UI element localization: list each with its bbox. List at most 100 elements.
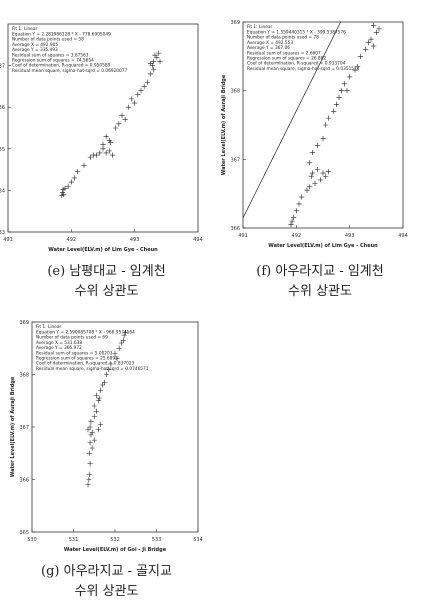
data-point: [91, 413, 97, 420]
data-point: [147, 60, 154, 67]
caption-e: (e) 남평대교 - 임계천 수위 상관도: [0, 262, 213, 302]
data-point: [373, 29, 379, 35]
fit-annotation: Residual mean square, sigma-hat-sqrd = 0…: [247, 66, 360, 72]
data-point: [296, 201, 302, 207]
data-point: [357, 53, 363, 59]
caption-f: (f) 아우라지교 - 임계천 수위 상관도: [213, 262, 427, 302]
data-point: [312, 180, 318, 186]
data-point: [122, 117, 128, 123]
data-point: [103, 133, 109, 139]
data-point: [62, 185, 68, 191]
data-point: [320, 170, 326, 176]
x-tick-label: 531: [69, 537, 79, 543]
data-point: [99, 382, 106, 388]
caption-line-2: 수위 상관도: [288, 284, 352, 299]
fit-annotation: Regression sum of squares = 25.6895: [36, 356, 118, 362]
caption-line-2: 수위 상관도: [74, 584, 139, 599]
fit-title: Fit 1: Linear: [247, 24, 273, 30]
data-point: [108, 361, 114, 367]
data-point: [128, 96, 135, 102]
data-point: [95, 427, 101, 433]
plot-frame: [7, 23, 199, 233]
data-point: [289, 218, 295, 224]
fit-annotation: Residual mean square, sigma-hat-sqrd = 0…: [12, 68, 128, 74]
data-point: [339, 88, 345, 94]
fit-title: Fit 1: Linear: [36, 324, 62, 330]
caption-line-2: 수위 상관도: [74, 284, 139, 299]
y-tick-label: 369: [230, 20, 240, 26]
y-tick-label: 336: [0, 105, 5, 111]
data-point: [113, 125, 119, 131]
data-point: [93, 392, 99, 399]
fit-annotation: Number of data points used = 69: [36, 335, 108, 341]
data-point: [89, 429, 95, 435]
chart-panel-f: 491 492 493 494 366 367 368 369 Water Level(ELV.…: [213, 0, 427, 300]
fit-annotation: Residual mean square, sigma-hat-sqrd = 0…: [36, 366, 149, 372]
data-point: [59, 189, 66, 196]
data-point: [104, 371, 110, 378]
data-point: [119, 112, 125, 119]
data-point: [138, 87, 144, 94]
data-point: [112, 350, 118, 357]
data-point: [97, 150, 103, 156]
data-point: [376, 26, 382, 32]
x-tick-label: 530: [27, 537, 37, 543]
x-axis-label: Water Level(ELV.m) of Gol - Ji Bridge: [64, 547, 167, 553]
data-point: [309, 149, 315, 156]
fit-annotation: Regression sum of squares = 26.882: [247, 56, 326, 62]
data-point: [95, 398, 101, 404]
caption-line-1: (g) 아우라지교 - 골지교: [41, 564, 172, 579]
fit-annotation: Average Y = 367.06: [247, 45, 290, 51]
scatter-plot-e: 491 492 493 494 333 334 335 336 337 Water Level(E…: [0, 23, 203, 253]
data-point: [121, 332, 127, 338]
data-point: [151, 67, 157, 73]
data-point: [68, 179, 74, 185]
x-tick-label: 494: [193, 237, 203, 243]
x-axis-label: Water Level(ELV.m) of Lim Gye - Cheun: [268, 243, 378, 249]
y-tick-label: 367: [19, 425, 29, 431]
y-tick-label: 337: [0, 64, 5, 70]
data-point: [368, 36, 374, 42]
data-point: [288, 221, 294, 228]
data-point: [291, 215, 297, 221]
data-point: [309, 170, 315, 176]
data-point: [308, 173, 314, 180]
data-point: [363, 46, 369, 53]
x-tick-label: 492: [67, 237, 77, 243]
y-tick-label: 366: [230, 226, 240, 232]
data-point: [100, 142, 106, 148]
fit-annotation: Equation Y = 2.281986128 * X - 778.69050…: [12, 32, 111, 38]
data-point: [88, 419, 94, 425]
fit-annotation: Regression sum of squares = 74.5654: [12, 58, 94, 64]
data-point: [320, 136, 326, 142]
data-point: [87, 154, 93, 160]
data-point: [96, 395, 102, 401]
data-point: [86, 471, 92, 477]
scatter-plot-f: 491 492 493 494 366 367 368 369 Water Level(ELV.…: [221, 20, 408, 249]
fit-annotation: Average X = 492.905: [12, 42, 58, 48]
fit-title: Fit 1: Linear: [12, 26, 38, 32]
y-axis-label: Water Level(ELV.m) of Auraji Bridge: [10, 376, 16, 477]
data-point: [323, 173, 329, 180]
y-tick-label: 334: [0, 188, 5, 194]
data-point: [344, 88, 350, 94]
fit-annotation: Average Y = 366.972: [36, 345, 82, 351]
data-point: [86, 476, 92, 483]
data-point: [91, 437, 97, 443]
fit-annotation: Coef of determination, R-squared = 0.837…: [36, 361, 135, 367]
y-tick-label: 366: [19, 478, 29, 484]
x-tick-label: 532: [110, 537, 120, 543]
y-tick-label: 335: [0, 147, 5, 153]
fit-annotation: Number of data points used = 78: [247, 35, 319, 41]
data-point: [157, 58, 163, 65]
y-tick-label: 368: [230, 89, 240, 95]
data-point: [325, 115, 331, 121]
caption-line-1: (e) 남평대교 - 임계천: [47, 264, 166, 279]
data-point: [156, 50, 162, 56]
x-tick-label: 492: [292, 233, 302, 239]
data-point: [144, 79, 150, 85]
fit-annotation: Coef of determination, R-squared = 0.950…: [12, 63, 111, 69]
fit-line: [243, 22, 341, 219]
fit-annotation: Coef of determination, R-squared = 0.933…: [247, 61, 346, 67]
fit-annotation: Average X = 492.553: [247, 40, 293, 46]
